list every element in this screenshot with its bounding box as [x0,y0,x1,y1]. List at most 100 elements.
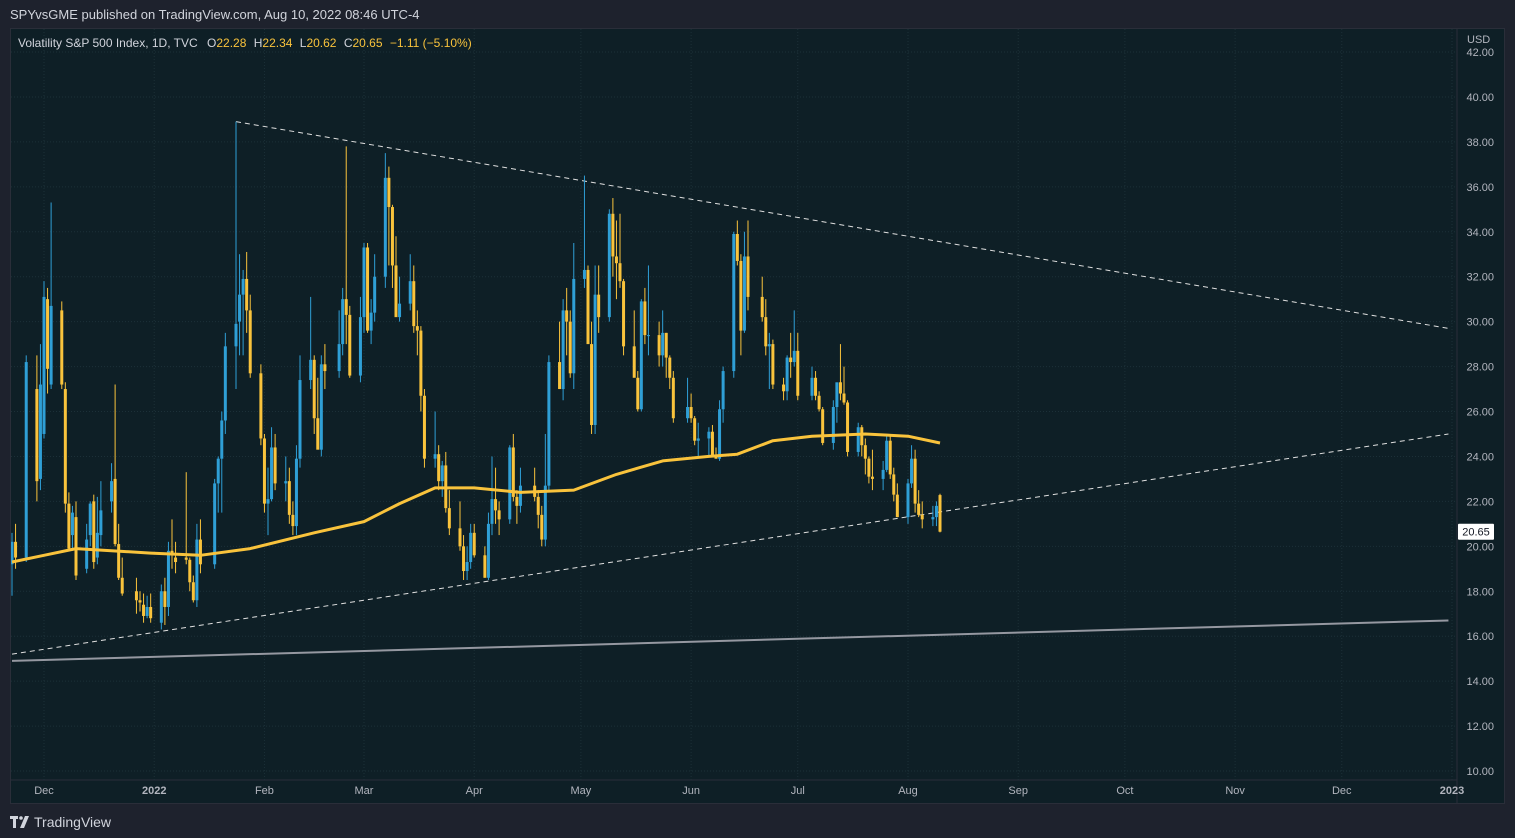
candle[interactable] [639,299,643,412]
candle[interactable] [259,364,263,446]
candle[interactable] [220,411,224,513]
candle[interactable] [764,299,768,356]
candle[interactable] [163,577,167,625]
candle[interactable] [586,265,590,345]
candle[interactable] [821,407,825,446]
candle[interactable] [846,400,850,457]
candle[interactable] [67,492,71,551]
candle[interactable] [294,445,298,536]
candle[interactable] [373,254,377,322]
candle[interactable] [24,355,28,563]
candle[interactable] [917,490,921,518]
candle[interactable] [867,456,871,484]
candle[interactable] [742,231,746,333]
candle[interactable] [735,220,739,266]
candle[interactable] [590,321,594,434]
candle[interactable] [11,532,14,596]
candle[interactable] [88,501,92,547]
candle[interactable] [462,535,466,581]
candle[interactable] [38,344,42,491]
candle[interactable] [515,490,519,524]
candle[interactable] [547,355,551,491]
candle[interactable] [70,505,74,551]
candle[interactable] [885,433,889,473]
candle[interactable] [668,355,672,390]
candle[interactable] [472,523,476,558]
candle[interactable] [486,512,490,581]
candle[interactable] [782,377,786,401]
candle[interactable] [831,400,835,450]
candle[interactable] [497,501,501,536]
candle[interactable] [718,400,722,461]
candle[interactable] [906,478,910,524]
candle[interactable] [245,251,249,333]
candle[interactable] [159,584,163,630]
candle[interactable] [284,456,288,502]
candle[interactable] [536,490,540,529]
candle[interactable] [860,424,864,457]
candle[interactable] [238,254,242,356]
candle[interactable] [394,236,398,318]
candle[interactable] [458,501,462,551]
candle[interactable] [771,339,775,390]
candle[interactable] [892,467,896,502]
candle[interactable] [931,505,935,527]
candle[interactable] [792,310,796,367]
moving-average-line[interactable] [11,432,941,564]
candle[interactable] [99,481,103,547]
candle[interactable] [270,427,274,502]
candle[interactable] [309,296,313,390]
candle[interactable] [671,371,675,423]
candle[interactable] [490,456,494,536]
candle[interactable] [92,494,96,569]
candle[interactable] [358,296,362,383]
candle[interactable] [856,422,860,457]
candle[interactable] [433,411,437,468]
candle[interactable] [213,478,217,569]
candle[interactable] [657,321,661,367]
candle[interactable] [533,467,537,502]
candle[interactable] [721,366,725,423]
candle[interactable] [789,332,793,378]
candle[interactable] [636,371,640,412]
candle[interactable] [746,220,750,311]
candle[interactable] [494,467,498,524]
candle[interactable] [234,121,238,390]
candle[interactable] [643,287,647,345]
candle[interactable] [291,501,295,536]
candle[interactable] [508,445,512,524]
candle[interactable] [262,433,266,513]
candle[interactable] [369,299,373,345]
candle[interactable] [913,449,917,513]
candle[interactable] [607,209,611,322]
candle[interactable] [63,382,67,513]
candle[interactable] [558,321,562,390]
candle[interactable] [35,355,39,502]
candle[interactable] [568,310,572,378]
candle[interactable] [444,451,448,513]
candle[interactable] [483,546,487,578]
brand-name[interactable]: TradingView [34,814,112,830]
candle[interactable] [739,254,743,356]
candle[interactable] [689,393,693,423]
candle[interactable] [366,242,370,333]
candle[interactable] [74,501,78,581]
candle[interactable] [760,276,764,322]
candle[interactable] [174,541,178,574]
candle[interactable] [383,153,387,288]
candle[interactable] [344,146,348,345]
candle[interactable] [511,433,515,502]
candle[interactable] [469,523,473,569]
candle[interactable] [920,501,924,529]
candle[interactable] [618,213,622,288]
candle[interactable] [810,366,814,401]
candle[interactable] [387,166,391,266]
candle[interactable] [597,265,601,333]
candle[interactable] [934,501,938,527]
trendline-lower-support[interactable] [11,433,1449,655]
candle[interactable] [419,326,423,412]
candle[interactable] [632,310,636,378]
candle[interactable] [312,355,316,434]
candle[interactable] [110,463,114,513]
